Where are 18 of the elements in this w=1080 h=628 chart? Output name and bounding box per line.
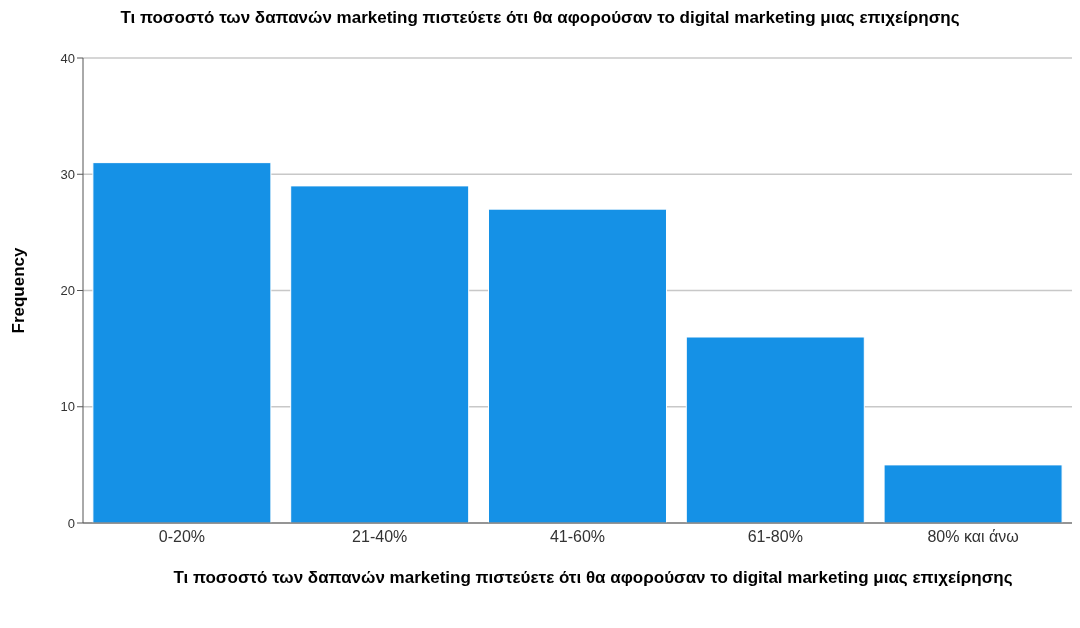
bar xyxy=(883,464,1063,523)
x-tick-label: 80% και άνω xyxy=(927,528,1019,546)
y-tick-label: 20 xyxy=(60,283,75,299)
bar xyxy=(290,185,470,523)
x-tick-label: 41-60% xyxy=(549,528,606,546)
y-tick-label: 10 xyxy=(60,399,75,415)
bar xyxy=(487,208,667,523)
bar xyxy=(92,162,272,523)
x-tick-label: 61-80% xyxy=(747,528,803,546)
x-tick-label: 0-20% xyxy=(158,528,206,546)
y-tick-label: 40 xyxy=(60,50,75,66)
bar xyxy=(685,336,865,523)
y-axis-title: Frequency xyxy=(9,246,29,334)
y-tick-label: 0 xyxy=(67,515,75,531)
chart-title: Τι ποσοστό των δαπανών marketing πιστεύετε ότι θα αφορούσαν το digital marketing μιας επιχείρησης xyxy=(119,8,961,29)
x-axis-title: Τι ποσοστό των δαπανών marketing πιστεύετε ότι θα αφορούσαν το digital marketing μιας επιχείρησης xyxy=(172,568,1014,588)
y-tick-label: 30 xyxy=(60,166,75,182)
x-tick-label: 21-40% xyxy=(352,528,408,546)
